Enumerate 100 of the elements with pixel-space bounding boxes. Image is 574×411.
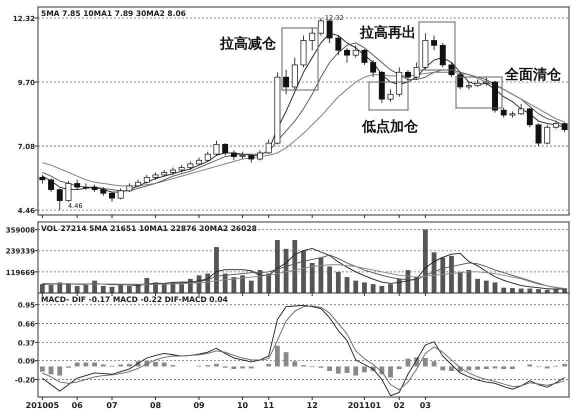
candlestick [361, 48, 368, 66]
candlestick [431, 35, 438, 51]
bar [127, 364, 132, 366]
candlestick [118, 188, 124, 200]
candlestick [448, 62, 454, 78]
annotation: 低点加仓 [361, 119, 419, 135]
candlestick [388, 88, 394, 102]
bar [388, 366, 393, 378]
bar [327, 266, 332, 293]
bar [475, 278, 480, 293]
bar [440, 366, 446, 370]
bar [48, 366, 54, 374]
bar [336, 366, 341, 374]
candlestick [440, 42, 446, 68]
bar [40, 366, 45, 372]
candlestick [230, 150, 237, 161]
bar [562, 364, 568, 366]
candlestick [352, 44, 359, 58]
bar [501, 366, 506, 370]
candlestick [457, 72, 464, 90]
candlestick [318, 18, 324, 36]
x-tick-label: 10 [236, 401, 249, 410]
bar [344, 366, 350, 373]
x-tick-label: 12 [306, 401, 318, 410]
candlestick [66, 180, 72, 202]
bar [492, 282, 498, 293]
candlestick [257, 150, 263, 161]
bar [292, 361, 298, 366]
candlestick [309, 28, 316, 51]
x-tick-label: 11 [263, 401, 275, 410]
bar [231, 366, 236, 370]
candlestick [526, 107, 533, 128]
candlestick [204, 151, 211, 162]
annotation: 全面清仓 [504, 67, 562, 83]
candlestick [240, 151, 246, 160]
bar [396, 366, 402, 370]
bar [92, 362, 97, 366]
candlestick [222, 142, 228, 156]
x-tick-label: 201005 [26, 401, 60, 410]
candlestick [109, 192, 115, 202]
bar [449, 366, 454, 371]
candlestick [266, 139, 272, 155]
bar [57, 366, 62, 376]
bar [422, 358, 428, 366]
candlestick [326, 19, 333, 44]
bar [266, 364, 272, 366]
annotation: 拉高再出 [359, 24, 416, 41]
bar [362, 366, 367, 372]
candlestick [283, 69, 290, 95]
candlestick [562, 122, 568, 133]
candlestick [48, 178, 54, 192]
bar [536, 289, 541, 293]
bar [248, 280, 254, 293]
bar [518, 288, 524, 293]
bar [83, 362, 88, 366]
candlestick [414, 62, 420, 80]
bar [466, 366, 472, 370]
bar [370, 284, 376, 293]
candlestick [74, 179, 80, 190]
candlestick [292, 57, 298, 90]
bar [510, 288, 515, 293]
candlestick [536, 123, 542, 146]
candlestick [466, 82, 472, 90]
bar [110, 286, 114, 293]
x-tick-label: 08 [150, 401, 162, 410]
bar [353, 366, 358, 376]
bar [388, 284, 393, 293]
bar [284, 352, 288, 366]
candlestick [82, 183, 89, 190]
annotation: 拉高减仓 [219, 35, 277, 52]
line-series [42, 264, 566, 289]
bar [83, 285, 88, 293]
bar [336, 272, 341, 293]
x-tick-label: 07 [106, 401, 118, 410]
bar [327, 366, 332, 371]
x-tick-label: 06 [72, 401, 84, 410]
candlestick [518, 104, 524, 116]
candlestick [213, 140, 220, 156]
bar [74, 362, 80, 366]
bar [432, 361, 436, 366]
candlestick [370, 60, 376, 78]
bar [231, 277, 236, 293]
candlestick [405, 69, 411, 82]
x-tick-label: 09 [193, 401, 206, 410]
x-tick-label: 201101 [348, 401, 382, 410]
x-tick-label: 02 [394, 401, 405, 410]
bar [406, 358, 410, 366]
bar [475, 366, 480, 370]
bar [214, 364, 219, 366]
candlestick [500, 107, 507, 118]
x-tick-label: 03 [420, 401, 431, 410]
candlestick [344, 47, 350, 63]
bar [162, 362, 167, 366]
candlestick [56, 188, 63, 211]
bar [484, 280, 489, 293]
bar [153, 362, 158, 366]
bar [484, 366, 489, 370]
bar [353, 280, 358, 293]
bar [344, 277, 350, 293]
bar [362, 282, 367, 293]
